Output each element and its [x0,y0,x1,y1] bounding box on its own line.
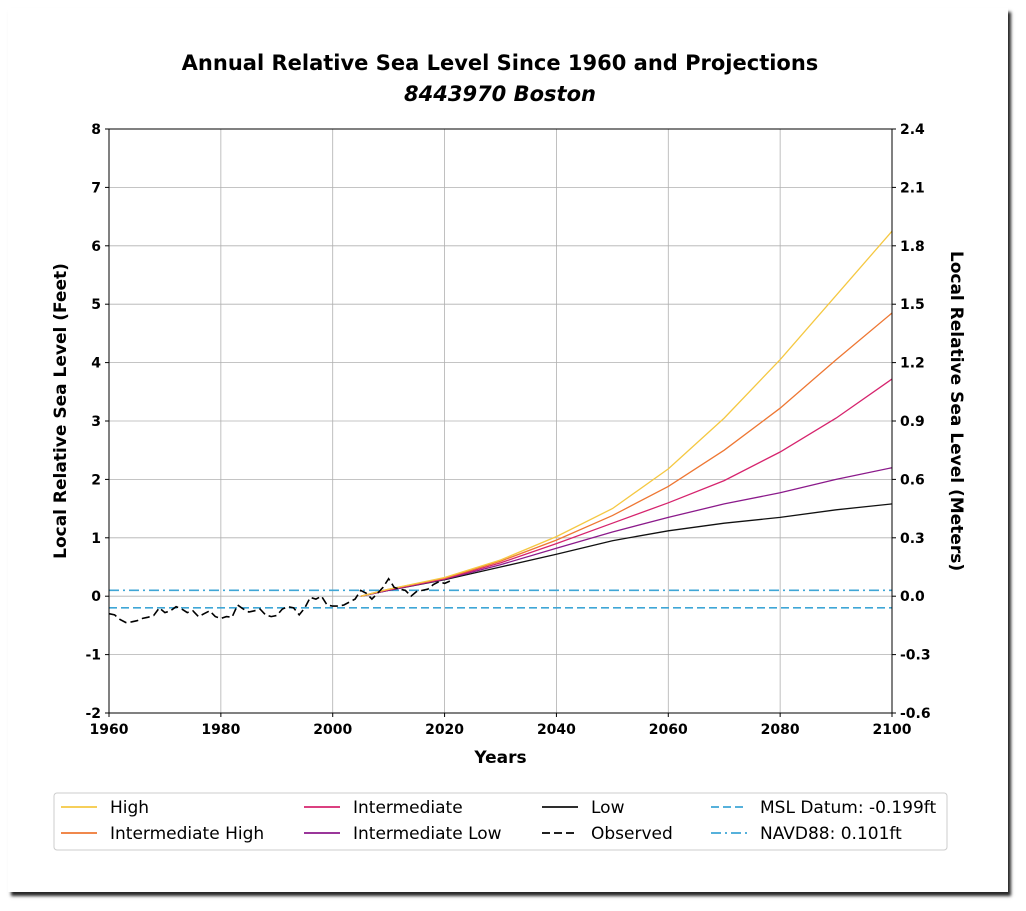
y-tick-label-left: -2 [85,706,101,722]
y-tick-label-right: 2.1 [900,180,925,196]
y-tick-label-right: -0.6 [900,706,931,722]
series-line-high [360,230,893,597]
x-tick-label: 1960 [90,722,129,738]
chart-frame: Annual Relative Sea Level Since 1960 and… [8,8,1008,892]
chart-subtitle: 8443970 Boston [404,82,596,106]
legend-label-msl-datum-0-199ft: MSL Datum: -0.199ft [760,798,936,818]
series-line-intermediate-high [360,312,893,597]
x-axis-label: Years [473,748,526,768]
y-axis-label-left: Local Relative Sea Level (Feet) [51,263,71,559]
y-tick-label-right: -0.3 [900,648,931,664]
x-tick-label: 1980 [201,722,240,738]
legend-label-intermediate-high: Intermediate High [110,824,264,844]
y-tick-label-right: 1.5 [900,297,925,313]
y-tick-label-left: 3 [91,414,101,430]
x-tick-label: 2080 [761,722,800,738]
y-tick-label-left: 5 [91,297,101,313]
series-line-observed [108,577,451,624]
y-tick-label-right: 0.0 [900,589,925,605]
y-tick-label-right: 0.3 [900,531,925,547]
y-tick-label-right: 0.6 [900,472,925,488]
series-line-intermediate-low [360,467,893,597]
x-tick-label: 2100 [873,722,912,738]
legend-label-intermediate-low: Intermediate Low [353,824,502,844]
y-tick-label-right: 1.2 [900,356,925,372]
legend-label-intermediate: Intermediate [353,798,463,818]
y-tick-label-right: 2.4 [900,122,925,138]
grid-lines [108,128,893,714]
x-tick-label: 2040 [537,722,576,738]
y-tick-label-left: 2 [91,472,101,488]
y-tick-label-left: 0 [91,589,101,605]
y-tick-label-left: 1 [91,531,101,547]
legend-label-navd88-0-101ft: NAVD88: 0.101ft [760,824,902,844]
x-tick-label: 2020 [425,722,464,738]
y-tick-label-left: 6 [91,239,101,255]
legend: High Intermediate High Intermediate Interme… [53,792,948,851]
x-tick-label: 2000 [313,722,352,738]
y-tick-label-left: 4 [91,356,101,372]
y-tick-label-left: 8 [91,122,101,138]
chart-title: Annual Relative Sea Level Since 1960 and… [182,51,819,75]
axis-ticks: 1960 1980 2000 2020 2040 2060 2080 2100 -2 -1 0 1 2 3… [85,122,930,738]
legend-label-low: Low [591,798,625,818]
sea-level-chart: Annual Relative Sea Level Since 1960 and… [51,51,966,851]
y-tick-label-left: -1 [85,648,101,664]
y-tick-label-right: 0.9 [900,414,925,430]
y-axis-label-right: Local Relative Sea Level (Meters) [946,251,966,571]
series-line-intermediate [360,378,893,597]
legend-label-high: High [110,798,149,818]
x-tick-label: 2060 [649,722,688,738]
legend-label-observed: Observed [591,824,673,844]
y-tick-label-right: 1.8 [900,239,925,255]
y-tick-label-left: 7 [91,180,101,196]
series-layer [108,230,893,624]
